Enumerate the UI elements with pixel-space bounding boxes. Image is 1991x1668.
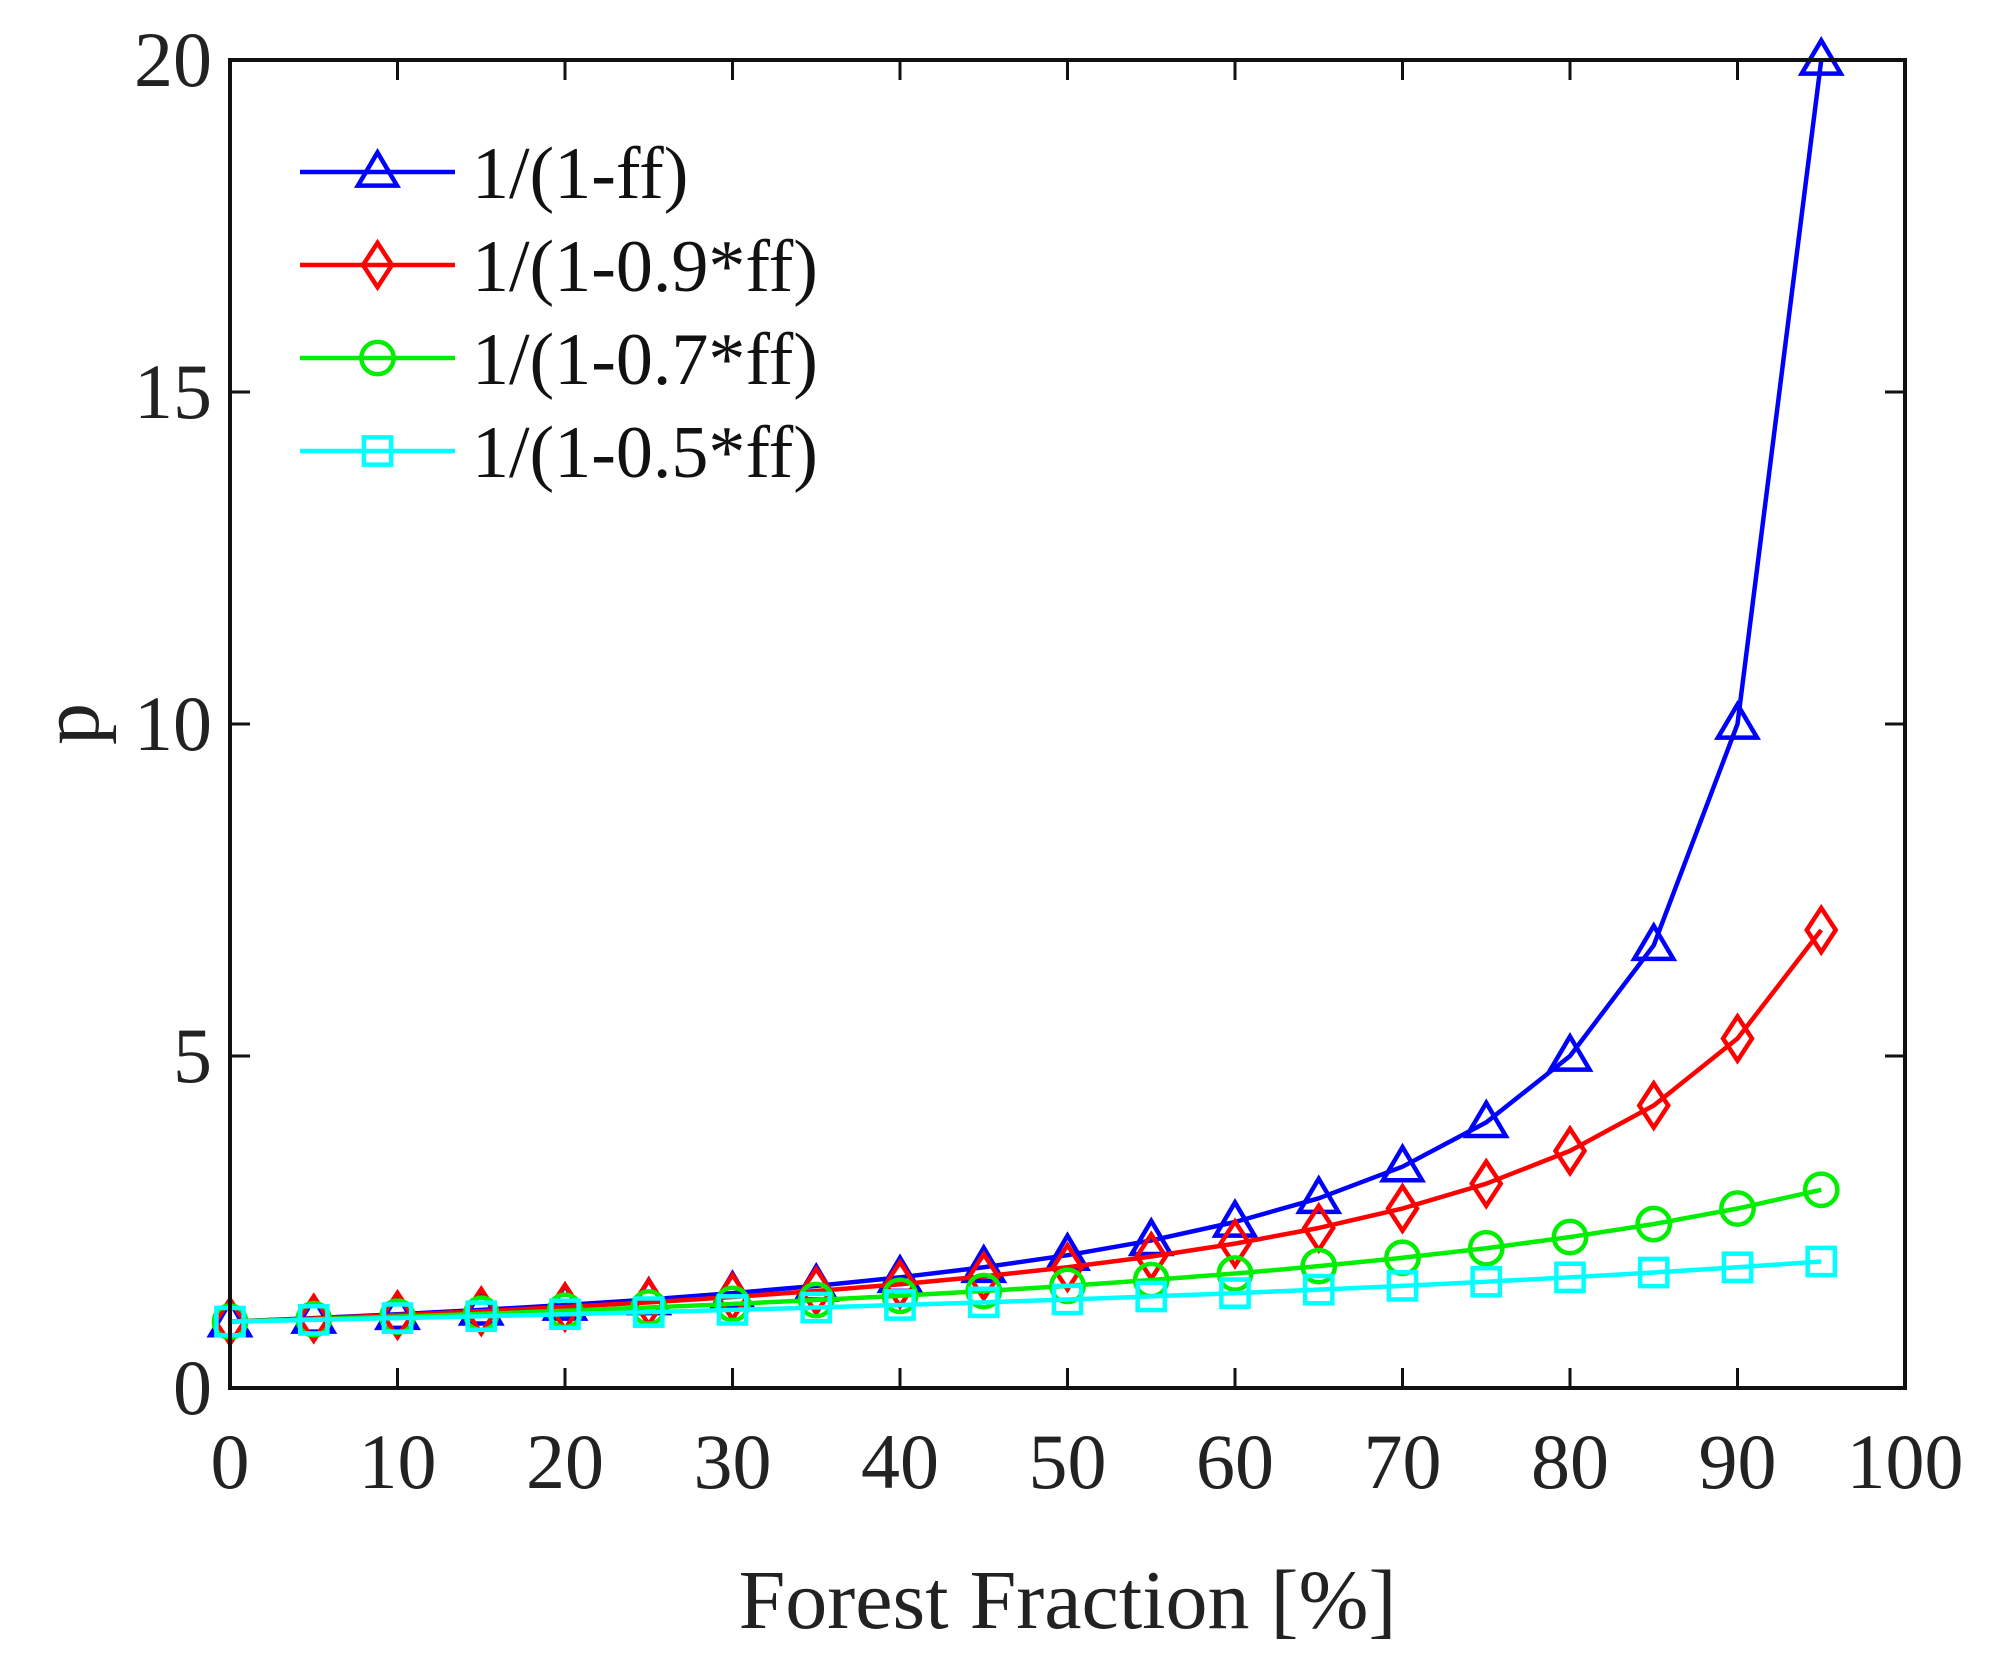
plot-series — [206, 36, 1845, 1348]
legend-item: 1/(1-0.9*ff) — [300, 226, 818, 308]
x-tick-label: 10 — [359, 1418, 437, 1505]
data-point — [799, 1264, 834, 1318]
plot-frame — [228, 58, 1907, 1390]
data-point — [296, 1292, 331, 1345]
data-point — [1630, 921, 1678, 962]
x-tick-label: 80 — [1531, 1418, 1609, 1505]
data-point — [1302, 1273, 1335, 1306]
axis-ticks: 0 10 20 30 40 50 60 70 80 90 100 0 5 10 15 20 — [134, 16, 1964, 1505]
x-axis-title: Forest Fraction [%] — [739, 1554, 1397, 1647]
x-tick-label: 50 — [1029, 1418, 1107, 1505]
data-point — [1636, 1079, 1671, 1132]
series-line — [229, 59, 1824, 1324]
data-point — [1219, 1277, 1251, 1309]
data-point — [1300, 1247, 1338, 1285]
data-point — [1386, 1270, 1419, 1302]
data-point — [1216, 1255, 1254, 1292]
legend: 1/(1-ff) 1/(1-0.9*ff) 1/(1-0.7*ff) 1/(1-0.5… — [300, 133, 818, 494]
x-tick-label: 90 — [1699, 1418, 1777, 1505]
data-point — [884, 1289, 916, 1321]
data-point — [465, 1300, 498, 1333]
legend-label: 1/(1-0.7*ff) — [472, 319, 818, 401]
series-2 — [212, 903, 1839, 1348]
series-1 — [206, 36, 1845, 1338]
series-4 — [214, 1245, 1838, 1338]
data-point — [716, 1294, 749, 1326]
y-axis-title: p — [24, 703, 117, 745]
data-point — [1714, 700, 1761, 740]
y-tick-label: 15 — [134, 348, 212, 435]
data-point — [1546, 1032, 1594, 1072]
data-point — [881, 1277, 919, 1315]
data-point — [1797, 36, 1845, 76]
data-point — [1469, 1157, 1504, 1210]
data-point — [1804, 903, 1839, 957]
x-tick-label: 30 — [694, 1418, 772, 1505]
legend-marker — [361, 435, 394, 467]
data-point — [1295, 1174, 1343, 1215]
legend-item: 1/(1-0.5*ff) — [300, 412, 818, 494]
data-point — [967, 1286, 1000, 1319]
legend-label: 1/(1-ff) — [472, 133, 688, 215]
x-tick-label: 40 — [861, 1418, 939, 1505]
data-point — [797, 1281, 835, 1319]
data-point — [380, 1288, 415, 1342]
data-point — [381, 1302, 414, 1334]
legend-item: 1/(1-ff) — [300, 133, 688, 215]
data-point — [714, 1285, 751, 1323]
data-point — [1470, 1265, 1503, 1298]
data-point — [549, 1298, 581, 1331]
data-point — [1211, 1198, 1259, 1238]
data-point — [1637, 1256, 1670, 1289]
data-point — [1379, 1142, 1426, 1183]
data-point — [1462, 1098, 1510, 1139]
data-point — [1049, 1267, 1086, 1305]
series-3 — [211, 1171, 1840, 1340]
x-tick-label: 100 — [1847, 1418, 1964, 1505]
data-point — [1050, 1241, 1085, 1294]
x-tick-label: 0 — [211, 1418, 250, 1505]
data-point — [1385, 1182, 1420, 1235]
data-point — [1552, 1124, 1588, 1178]
data-point — [1217, 1217, 1253, 1270]
data-point — [800, 1291, 833, 1324]
data-point — [1635, 1205, 1673, 1243]
data-point — [1554, 1261, 1586, 1294]
data-point — [1802, 1171, 1840, 1209]
legend-label: 1/(1-0.5*ff) — [472, 412, 818, 494]
legend-marker — [360, 238, 395, 292]
x-tick-label: 70 — [1364, 1418, 1442, 1505]
data-point — [1551, 1218, 1589, 1256]
data-point — [1720, 1012, 1755, 1065]
data-point — [1805, 1245, 1838, 1278]
legend-item: 1/(1-0.7*ff) — [300, 319, 818, 401]
data-point — [965, 1272, 1003, 1310]
data-point — [1135, 1280, 1168, 1313]
data-point — [632, 1296, 665, 1328]
data-point — [1051, 1283, 1084, 1316]
y-tick-label: 0 — [173, 1344, 212, 1431]
legend-marker — [359, 339, 396, 377]
y-tick-label: 5 — [173, 1012, 212, 1099]
data-point — [1127, 1216, 1175, 1257]
y-tick-label: 20 — [134, 16, 212, 103]
legend-label: 1/(1-0.9*ff) — [472, 226, 818, 308]
y-tick-label: 10 — [134, 680, 212, 767]
data-point — [966, 1250, 1001, 1303]
data-point — [1721, 1251, 1754, 1284]
x-tick-label: 20 — [526, 1418, 604, 1505]
legend-marker — [354, 148, 401, 188]
data-point — [960, 1243, 1008, 1284]
data-point — [297, 1304, 330, 1336]
data-point — [1719, 1190, 1756, 1227]
x-tick-label: 60 — [1196, 1418, 1274, 1505]
data-point — [1467, 1229, 1505, 1267]
